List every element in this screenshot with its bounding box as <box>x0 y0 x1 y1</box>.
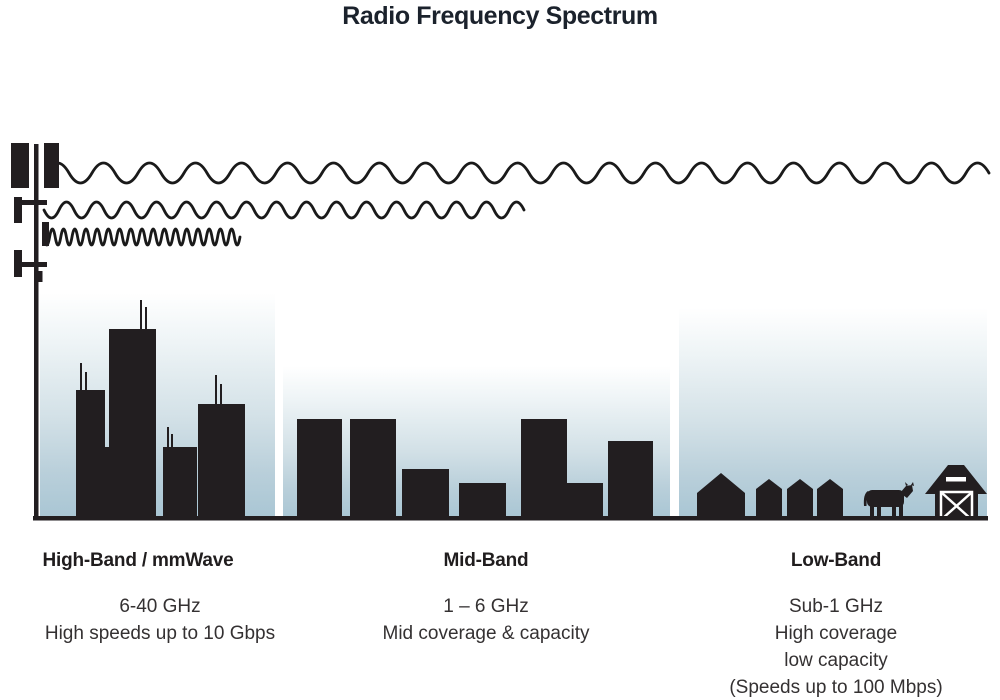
low-band-frequency: Sub-1 GHz <box>789 596 883 617</box>
radio-waves <box>42 161 991 247</box>
mid-band-capacity: Mid coverage & capacity <box>382 623 590 644</box>
high-band-frequency: 6-40 GHz <box>119 596 201 617</box>
high-band-speed: High speeds up to 10 Gbps <box>44 623 276 644</box>
low-band-scene <box>697 465 987 522</box>
mid-band-description: 1 – 6 GHz Mid coverage & capacity <box>336 593 636 647</box>
mid-band-frequency: 1 – 6 GHz <box>443 596 529 617</box>
high-band-heading: High-Band / mmWave <box>42 550 234 571</box>
page-title: Radio Frequency Spectrum <box>342 2 658 30</box>
skyscraper-icon <box>198 404 245 518</box>
house-icon <box>787 479 813 518</box>
mid-band-skyline <box>297 419 653 518</box>
mid-band-heading: Mid-Band <box>443 550 529 571</box>
cow-icon <box>863 482 914 517</box>
mid-frequency-wave-icon <box>42 200 526 220</box>
building-icon <box>608 441 653 518</box>
low-band-capacity: low capacity <box>784 650 888 671</box>
low-frequency-wave-icon <box>44 161 991 185</box>
skyscraper-icon <box>163 447 197 518</box>
house-icon <box>756 479 782 518</box>
low-band-heading: Low-Band <box>790 550 882 571</box>
skyscraper-icon <box>76 390 105 518</box>
house-icon <box>697 473 745 518</box>
building-icon <box>297 419 342 518</box>
skyscraper-icon <box>109 329 156 518</box>
cell-tower-icon <box>11 143 59 518</box>
house-icon <box>817 479 843 518</box>
low-band-coverage: High coverage <box>774 623 898 644</box>
high-band-skyline <box>76 300 245 518</box>
barn-icon <box>925 465 987 522</box>
high-frequency-wave-icon <box>42 227 242 247</box>
low-band-description: Sub-1 GHz High coverage low capacity (Sp… <box>686 593 986 700</box>
high-band-description: 6-40 GHz High speeds up to 10 Gbps <box>35 593 285 647</box>
building-icon <box>459 483 506 518</box>
building-icon <box>402 469 449 518</box>
building-icon <box>567 483 603 518</box>
building-icon <box>521 419 567 518</box>
building-icon <box>350 419 396 518</box>
low-band-speed: (Speeds up to 100 Mbps) <box>729 677 943 698</box>
ground-line <box>33 516 988 521</box>
